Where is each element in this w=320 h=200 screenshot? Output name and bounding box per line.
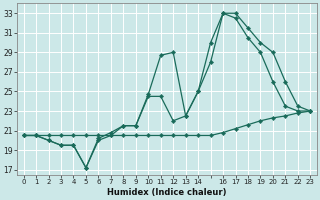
X-axis label: Humidex (Indice chaleur): Humidex (Indice chaleur) bbox=[107, 188, 227, 197]
